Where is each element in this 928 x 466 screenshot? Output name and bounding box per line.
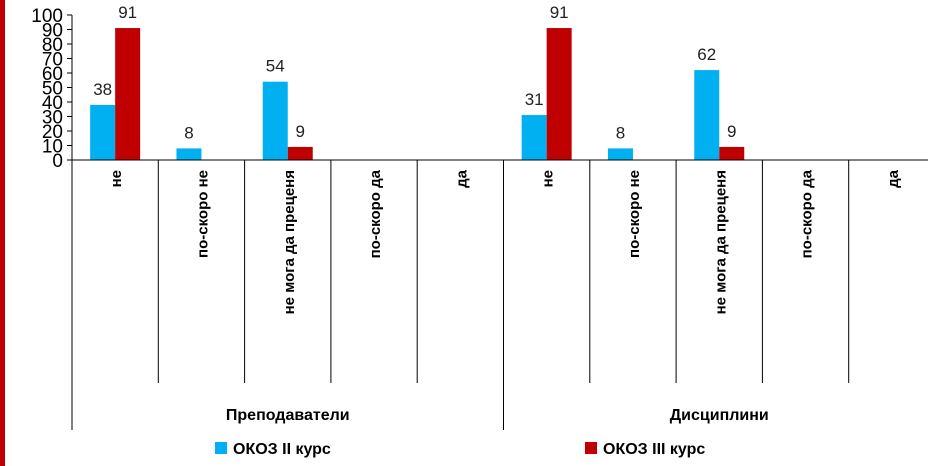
data-label: 8: [616, 123, 625, 142]
category-label: да: [885, 169, 902, 188]
y-tick-label: 20: [42, 122, 63, 143]
category-label: по-скоро не: [194, 170, 211, 258]
legend-swatch: [215, 442, 227, 454]
left-accent-stripe: [0, 0, 5, 466]
y-tick-label: 40: [42, 93, 63, 114]
category-label: да: [453, 169, 470, 188]
y-tick-label: 70: [42, 50, 63, 71]
y-tick-label: 80: [42, 35, 63, 56]
y-tick-label: 90: [42, 21, 63, 42]
legend-label: ОКОЗ II курс: [233, 441, 331, 458]
bar: [521, 115, 547, 160]
data-label: 62: [697, 45, 716, 64]
data-label: 9: [727, 122, 736, 141]
y-tick-label: 0: [52, 151, 63, 172]
data-label: 9: [296, 122, 305, 141]
category-label: не: [540, 170, 557, 187]
category-label: по-скоро не: [626, 170, 643, 258]
y-tick-label: 50: [42, 79, 63, 100]
y-tick-label: 60: [42, 64, 63, 85]
bar: [719, 146, 745, 160]
data-label: 54: [266, 57, 285, 76]
legend-swatch: [585, 442, 597, 454]
bar: [262, 81, 288, 160]
legend: ОКОЗ II курс ОКОЗ III курс: [215, 441, 705, 458]
bar: [90, 104, 116, 160]
bar: [607, 148, 633, 160]
category-label: по-скоро да: [367, 169, 384, 258]
bars-layer: [90, 28, 745, 160]
bar: [694, 70, 720, 160]
group-label: Дисциплини: [670, 407, 769, 424]
bar: [546, 28, 572, 160]
axes-layer: [67, 14, 928, 430]
group-labels: Преподаватели Дисциплини: [226, 407, 769, 424]
data-label: 91: [118, 3, 137, 22]
group-label: Преподаватели: [226, 407, 350, 424]
bar: [287, 146, 313, 160]
data-label: 8: [184, 123, 193, 142]
data-label: 31: [525, 90, 544, 109]
category-label: не мога да преценя: [281, 170, 298, 314]
y-tick-label: 30: [42, 108, 63, 129]
y-tick-label: 10: [42, 137, 63, 158]
data-label: 91: [550, 3, 569, 22]
data-labels: 38 8 54 31 8 62 91 9 91 9: [93, 3, 736, 142]
bar: [115, 28, 141, 160]
bar: [176, 148, 202, 160]
legend-label: ОКОЗ III курс: [603, 441, 705, 458]
category-label: не мога да преценя: [712, 170, 729, 314]
data-label: 38: [93, 80, 112, 99]
category-label: по-скоро да: [799, 169, 816, 258]
y-tick-label: 100: [31, 6, 63, 27]
category-label: не: [108, 170, 125, 187]
category-labels: не по-скоро не не мога да преценя по-скоро …: [108, 169, 902, 314]
